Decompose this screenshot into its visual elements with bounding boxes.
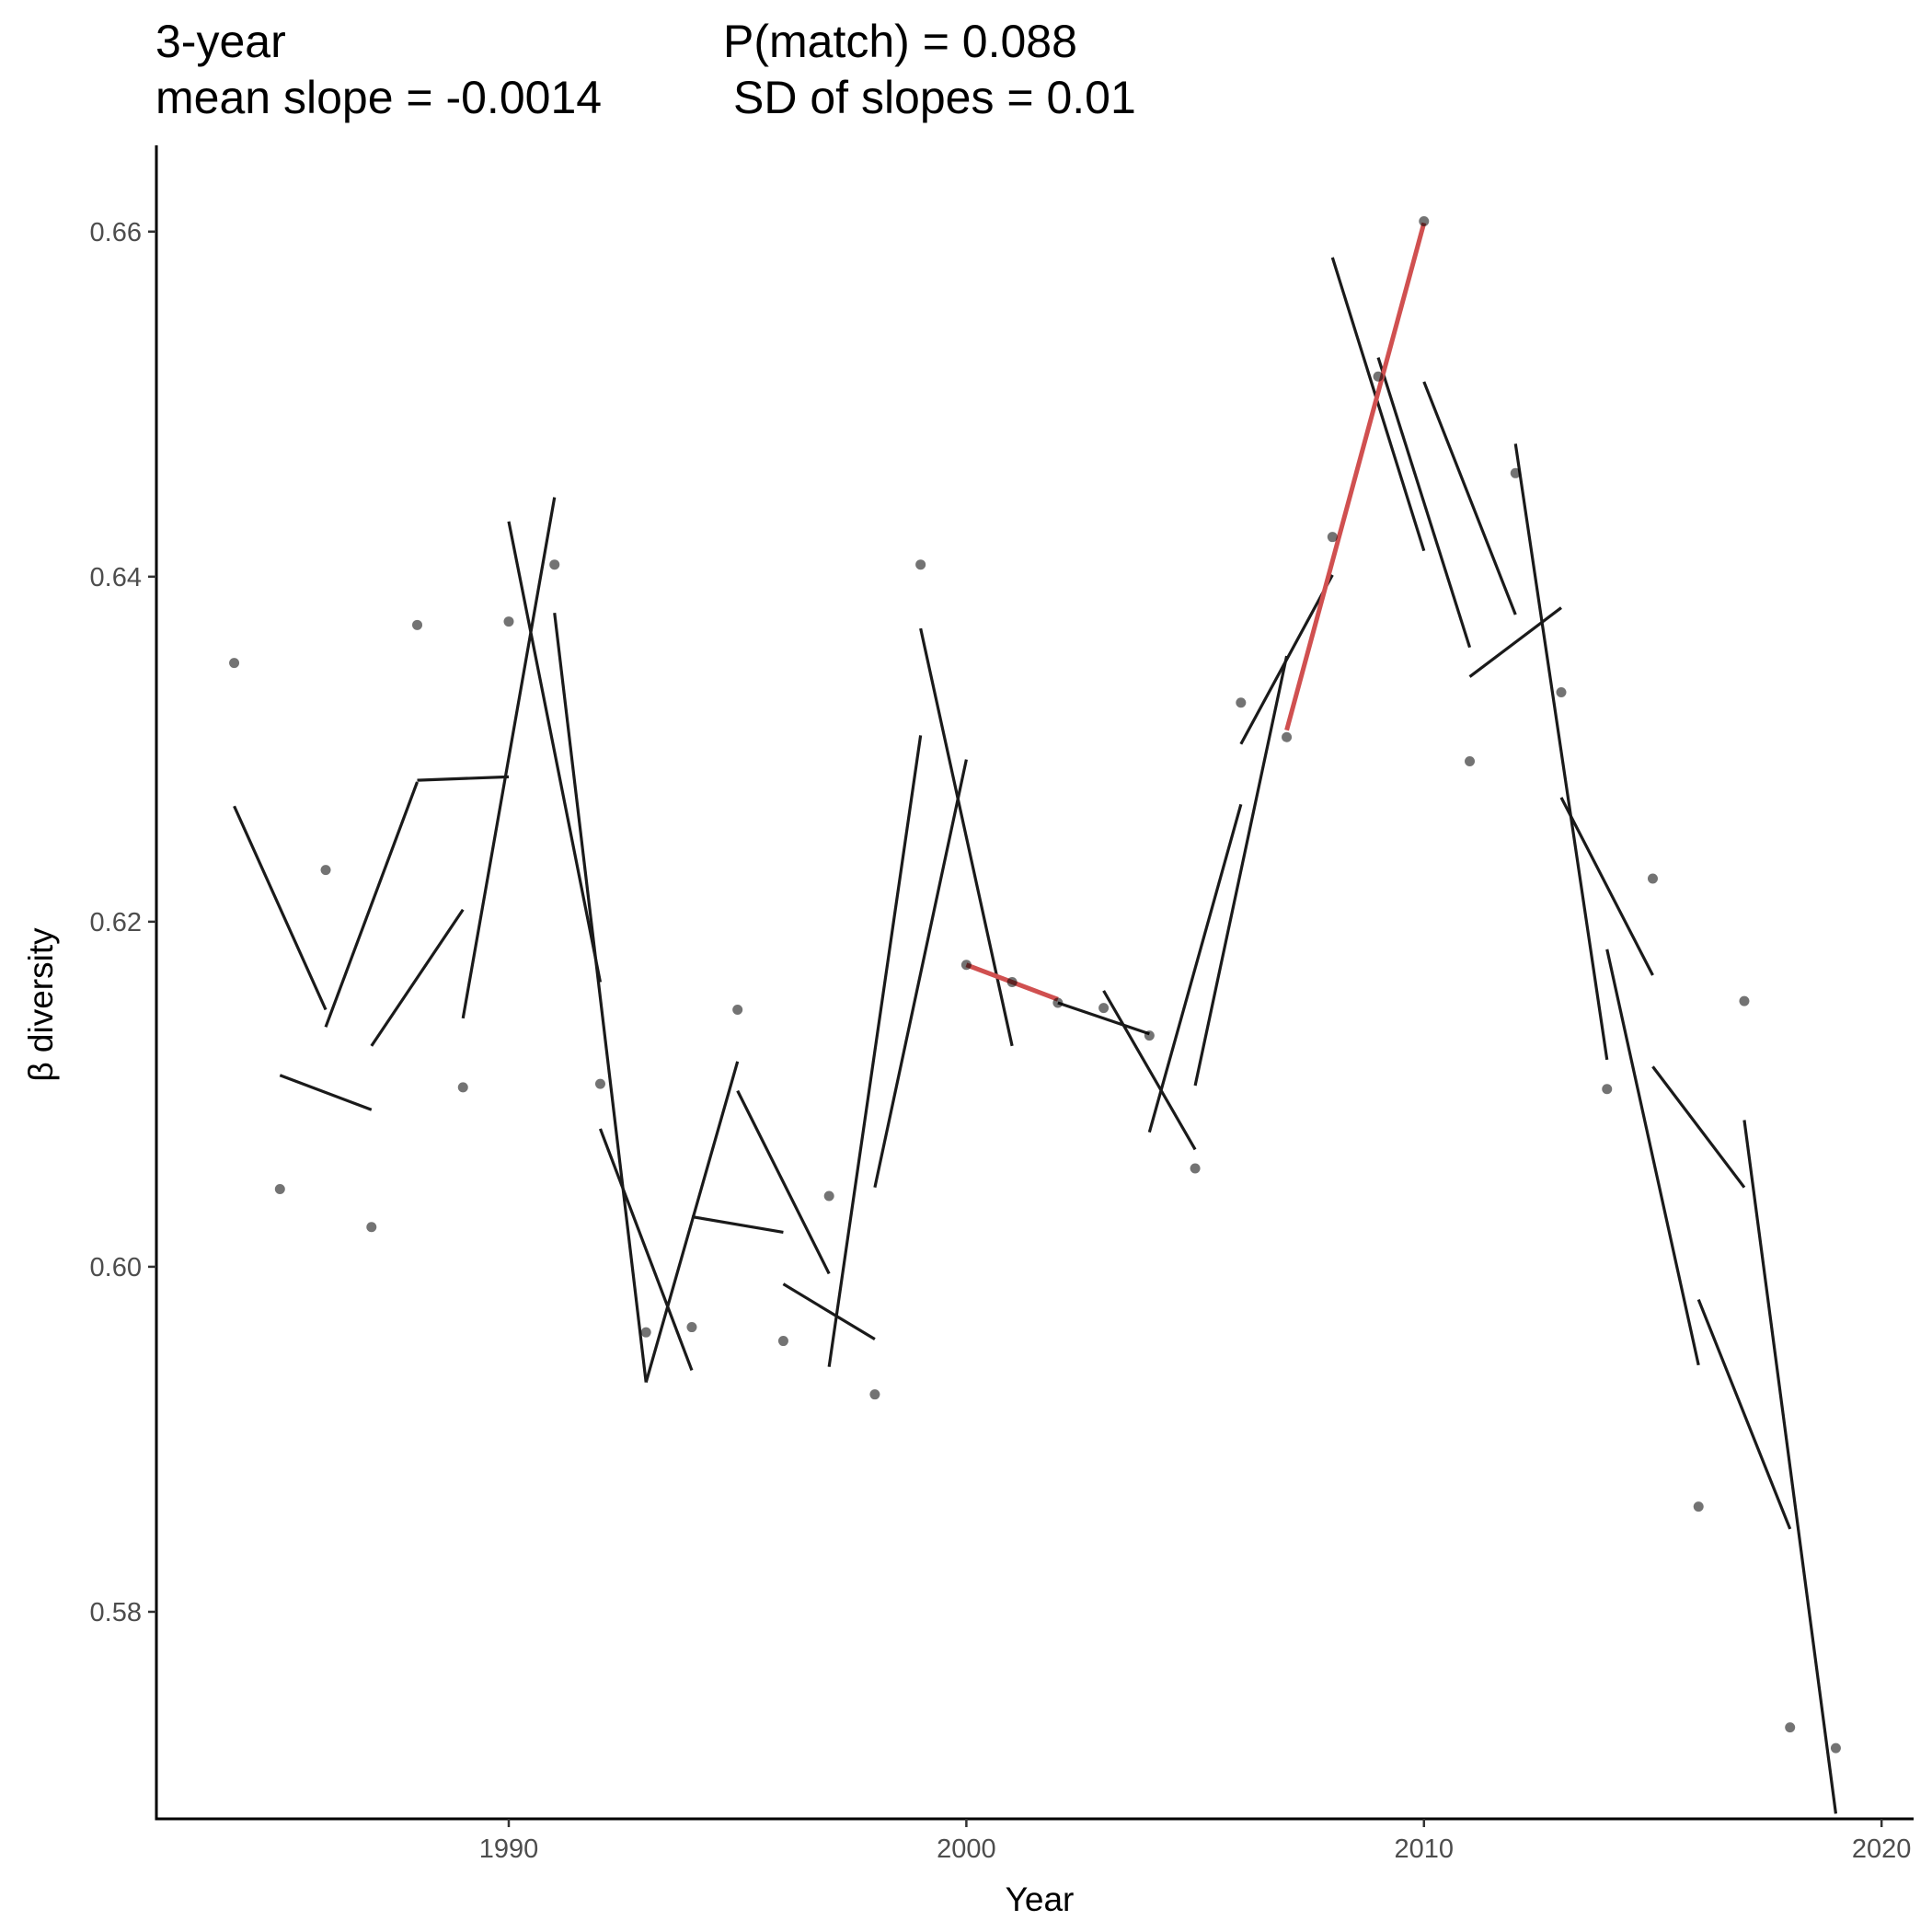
slope-segment-27: [1559, 797, 1654, 976]
data-point-1995: [732, 1005, 743, 1016]
data-point-2013: [1556, 686, 1567, 697]
data-point-1984: [229, 658, 240, 669]
slope-segment-5: [417, 775, 510, 782]
y-tick-label-0.60: 0.60: [90, 1253, 142, 1282]
slope-segment-8: [553, 613, 648, 1383]
data-point-1994: [686, 1322, 697, 1333]
slope-segment-12: [736, 1089, 831, 1275]
data-point-2019: [1830, 1742, 1841, 1754]
slope-segment-9: [598, 1128, 694, 1371]
slope-segment-13: [782, 1282, 876, 1341]
data-point-2005: [1190, 1163, 1201, 1174]
data-point-1991: [549, 559, 560, 570]
y-tick-label-0.58: 0.58: [90, 1598, 142, 1627]
x-tick-label-2020: 2020: [1852, 1834, 1912, 1864]
data-point-1999: [915, 559, 926, 570]
data-point-2001: [1006, 977, 1018, 987]
data-point-1992: [594, 1078, 605, 1089]
slope-segment-17: [1057, 1001, 1150, 1036]
title-line-2-part-1: mean slope = -0.0014: [155, 72, 602, 123]
data-point-1989: [457, 1082, 468, 1093]
data-point-2007: [1282, 731, 1293, 742]
slope-segment-18: [1102, 990, 1197, 1151]
data-point-1988: [412, 619, 423, 630]
slope-segment-11: [691, 1214, 784, 1234]
slope-segment-22: [1330, 257, 1426, 552]
slope-segments: [233, 257, 1838, 1814]
slope-segment-25: [1468, 606, 1562, 678]
slope-segment-14: [827, 735, 923, 1367]
slope-segment-2: [279, 1074, 373, 1111]
data-point-2011: [1465, 755, 1476, 766]
slope-segment-31: [1742, 1120, 1838, 1814]
slope-segment-7: [507, 521, 603, 983]
data-point-2004: [1144, 1030, 1155, 1041]
data-point-2015: [1647, 873, 1658, 884]
y-tick-label-0.62: 0.62: [90, 908, 142, 937]
data-point-2009: [1373, 371, 1384, 382]
x-axis-title: Year: [1006, 1880, 1075, 1918]
slope-segment-24: [1422, 381, 1517, 615]
data-point-1985: [274, 1184, 285, 1195]
slope-segment-26: [1513, 443, 1609, 1061]
chart-title: 3-year P(match) = 0.088 mean slope = -0.00…: [155, 16, 1136, 123]
data-point-1986: [320, 865, 331, 876]
data-point-1987: [366, 1222, 377, 1233]
title-line-1-part-2: P(match) = 0.088: [723, 16, 1077, 67]
slope-segment-29: [1651, 1065, 1746, 1189]
data-point-2003: [1098, 1003, 1110, 1014]
data-point-2002: [1052, 997, 1064, 1008]
data-point-2018: [1785, 1722, 1796, 1733]
slope-segment-4: [370, 908, 465, 1047]
axes: 0.58 0.60 0.62 0.64 0.66 1990 2000 2010 2020: [90, 145, 1914, 1864]
x-tick-label-2010: 2010: [1395, 1834, 1455, 1864]
data-point-2014: [1602, 1084, 1613, 1095]
data-point-2006: [1236, 697, 1247, 708]
data-point-2016: [1693, 1501, 1704, 1512]
data-point-1990: [503, 616, 514, 627]
slope-segment-23: [1376, 357, 1472, 649]
data-point-1996: [777, 1336, 788, 1347]
slope-segment-19: [1147, 803, 1243, 1133]
slope-segment-6: [461, 497, 557, 1019]
data-point-1993: [640, 1327, 651, 1338]
plot-area: [229, 216, 1841, 1814]
data-point-2008: [1327, 532, 1338, 543]
slope-segment-20: [1193, 655, 1289, 1087]
slope-segment-28: [1605, 949, 1700, 1366]
title-line-2-part-2: SD of slopes = 0.01: [733, 72, 1136, 123]
slope-segment-16: [919, 627, 1014, 1047]
data-point-1997: [823, 1190, 834, 1202]
x-tick-label-2000: 2000: [937, 1834, 996, 1864]
data-point-2000: [960, 960, 972, 971]
data-points: [229, 216, 1841, 1754]
highlighted-slope-segments: [965, 222, 1427, 1002]
slope-segment-15: [873, 759, 968, 1188]
y-tick-label-0.66: 0.66: [90, 218, 142, 247]
data-point-1998: [869, 1389, 880, 1400]
y-tick-label-0.64: 0.64: [90, 563, 142, 592]
slope-segment-21: [1239, 574, 1334, 745]
y-axis-title: β diversity: [22, 927, 60, 1082]
x-tick-label-1990: 1990: [479, 1834, 539, 1864]
data-point-2010: [1419, 216, 1430, 227]
slope-segment-1: [233, 805, 328, 1011]
slope-segment-10: [644, 1061, 740, 1383]
slope-segment-3: [324, 781, 420, 1028]
data-point-2017: [1739, 995, 1750, 1006]
data-point-2012: [1510, 467, 1521, 478]
slope-segment-30: [1696, 1298, 1792, 1530]
title-line-1-part-1: 3-year: [155, 16, 286, 67]
highlight-segment-2: [1284, 222, 1427, 731]
